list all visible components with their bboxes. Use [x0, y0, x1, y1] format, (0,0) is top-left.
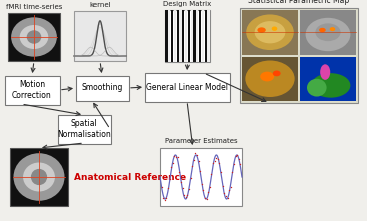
- Bar: [196, 10, 199, 62]
- Ellipse shape: [320, 64, 330, 80]
- Bar: [174, 10, 176, 62]
- Ellipse shape: [31, 169, 47, 185]
- Bar: [165, 10, 167, 62]
- Ellipse shape: [311, 73, 350, 98]
- Bar: [10, 148, 68, 206]
- Bar: [199, 10, 201, 62]
- Text: Motion
Correction: Motion Correction: [12, 80, 52, 100]
- Ellipse shape: [27, 30, 41, 44]
- Ellipse shape: [246, 14, 294, 50]
- Bar: [160, 148, 242, 206]
- Bar: [185, 10, 187, 62]
- Bar: [202, 10, 204, 62]
- Ellipse shape: [260, 72, 274, 81]
- FancyBboxPatch shape: [76, 76, 128, 101]
- Bar: [193, 10, 196, 62]
- Ellipse shape: [272, 27, 277, 31]
- Bar: [165, 10, 210, 62]
- Text: fMRI time-series: fMRI time-series: [6, 4, 62, 10]
- Ellipse shape: [330, 27, 335, 31]
- Ellipse shape: [307, 79, 327, 97]
- FancyBboxPatch shape: [58, 114, 110, 143]
- Bar: [171, 10, 173, 62]
- Bar: [182, 10, 184, 62]
- Bar: [74, 11, 126, 61]
- Text: Spatial
Normalisation: Spatial Normalisation: [57, 119, 111, 139]
- Text: Statistical Parametric Map: Statistical Parametric Map: [248, 0, 350, 5]
- Bar: [177, 10, 179, 62]
- Bar: [300, 10, 356, 55]
- Text: Smoothing: Smoothing: [81, 84, 123, 93]
- Bar: [240, 8, 358, 103]
- Bar: [242, 10, 298, 55]
- Ellipse shape: [306, 18, 350, 51]
- Ellipse shape: [11, 17, 57, 57]
- Bar: [205, 10, 207, 62]
- FancyBboxPatch shape: [145, 72, 229, 101]
- Text: Design Matrix: Design Matrix: [163, 1, 212, 7]
- Ellipse shape: [20, 25, 48, 49]
- Ellipse shape: [246, 61, 295, 97]
- Text: kernel: kernel: [89, 2, 111, 8]
- Text: Anatomical Reference: Anatomical Reference: [74, 173, 186, 181]
- Bar: [242, 57, 298, 101]
- Ellipse shape: [257, 27, 266, 33]
- Ellipse shape: [315, 23, 341, 41]
- Ellipse shape: [14, 153, 65, 201]
- Bar: [207, 10, 210, 62]
- Text: General Linear Model: General Linear Model: [146, 82, 228, 91]
- FancyBboxPatch shape: [4, 76, 59, 105]
- Ellipse shape: [319, 28, 326, 32]
- Bar: [188, 10, 190, 62]
- Bar: [8, 13, 60, 61]
- Ellipse shape: [273, 70, 281, 76]
- Text: Parameter Estimates: Parameter Estimates: [165, 138, 237, 144]
- Bar: [300, 57, 356, 101]
- Ellipse shape: [23, 162, 55, 192]
- Bar: [168, 10, 170, 62]
- Bar: [179, 10, 182, 62]
- Bar: [190, 10, 193, 62]
- Ellipse shape: [255, 21, 286, 43]
